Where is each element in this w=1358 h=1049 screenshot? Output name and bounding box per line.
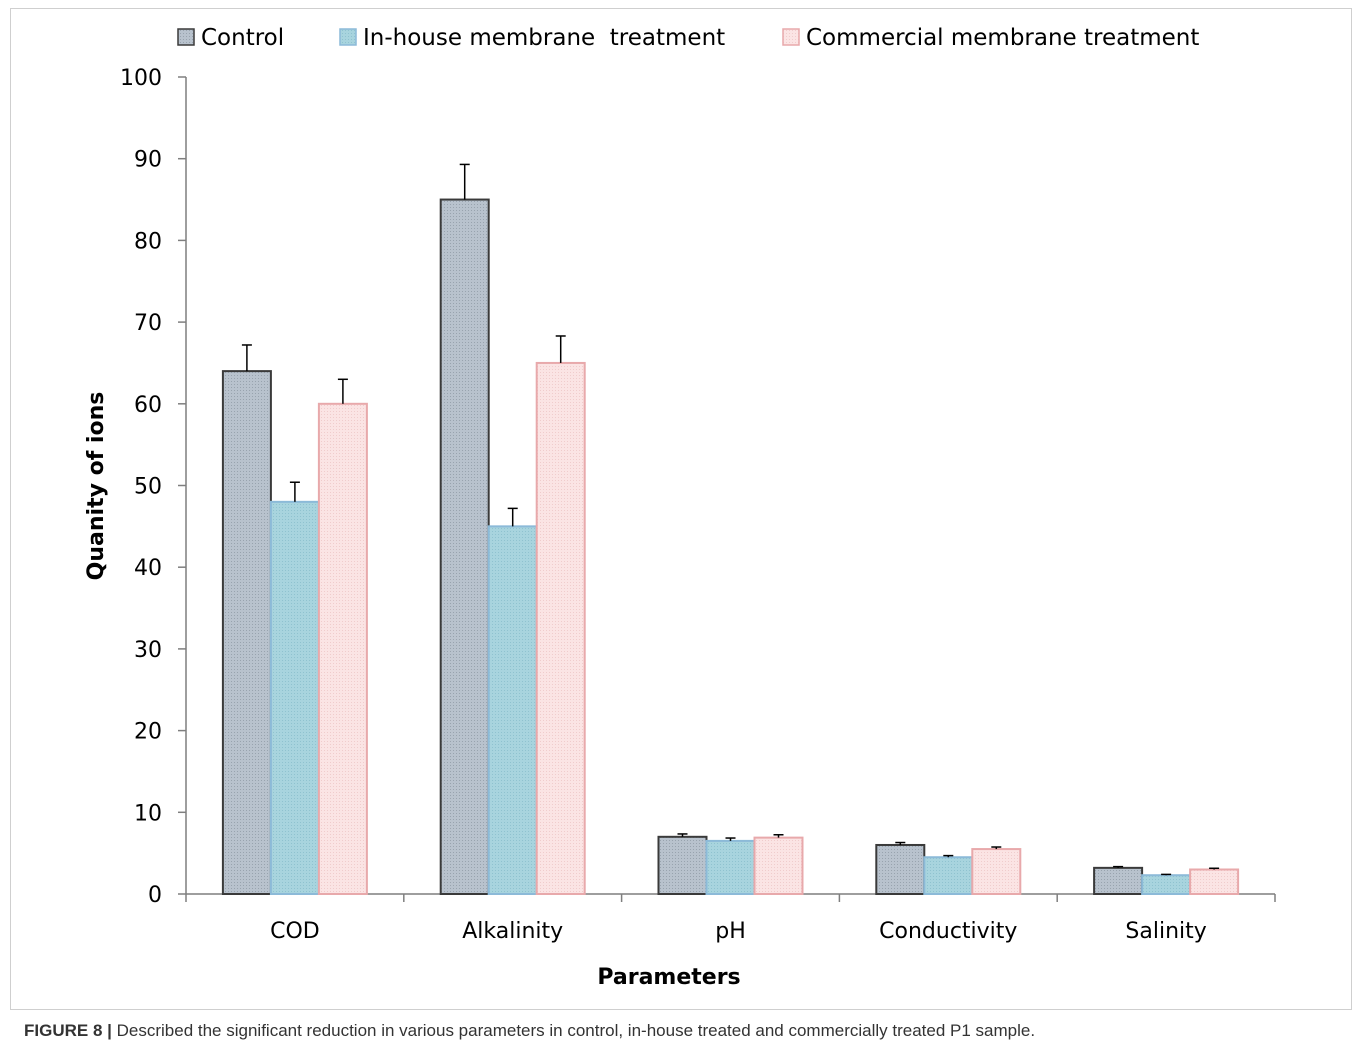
error-bar: [991, 846, 1002, 850]
y-tick-label: 90: [134, 148, 162, 173]
caption-text: Described the significant reduction in v…: [111, 1021, 1036, 1040]
legend-label: In-house membrane treatment: [363, 25, 725, 51]
error-bar: [1161, 873, 1172, 876]
y-tick-label: 60: [134, 393, 162, 418]
x-tick-label: Salinity: [1125, 919, 1206, 944]
legend-item-3: Commercial membrane treatment: [782, 25, 1199, 51]
bar-chart: Control In-house membrane treatment Commer…: [84, 25, 1276, 990]
error-bars: [241, 163, 1220, 876]
y-tick-label: 20: [134, 720, 162, 745]
error-bar: [459, 163, 470, 200]
bar-alkalinity-series-1: [439, 198, 490, 896]
bar-salinity-series-3: [1189, 868, 1240, 895]
error-bar: [895, 841, 906, 845]
bar-alkalinity-series-3: [535, 361, 586, 895]
y-axis: 0 10 20 30 40 50 60 70 80 90 100: [120, 66, 187, 908]
bar-cod-series-1: [221, 370, 272, 895]
error-bar: [1113, 865, 1124, 868]
legend-item-1: Control: [177, 25, 284, 51]
y-axis-title: Quanity of ions: [84, 392, 109, 581]
y-tick-label: 50: [134, 475, 162, 500]
bars: [221, 198, 1240, 896]
error-bar: [1209, 867, 1220, 870]
x-axis: COD Alkalinity pH Conductivity Salinity: [185, 893, 1276, 944]
error-bar: [725, 837, 736, 841]
bar-salinity-series-2: [1141, 874, 1192, 895]
legend-swatch: [177, 28, 195, 46]
bar-salinity-series-1: [1093, 866, 1144, 896]
bar-cod-series-3: [317, 402, 368, 895]
legend: Control In-house membrane treatment Commer…: [177, 25, 1199, 51]
y-tick-label: 40: [134, 556, 162, 581]
error-bar: [677, 833, 688, 837]
legend-label: Commercial membrane treatment: [806, 25, 1199, 51]
figure-frame: [10, 8, 1352, 1010]
bar-alkalinity-series-2: [487, 525, 538, 895]
x-axis-title: Parameters: [597, 965, 740, 990]
legend-swatch: [782, 28, 800, 46]
figure-caption: FIGURE 8 | Described the significant red…: [24, 1021, 1035, 1041]
bar-ph-series-2: [705, 839, 756, 896]
bar-conductivity-series-2: [923, 856, 974, 895]
y-tick-label: 10: [134, 801, 162, 826]
error-bar: [337, 378, 348, 404]
x-tick-label: Conductivity: [879, 919, 1017, 944]
y-tick-label: 30: [134, 638, 162, 663]
y-tick-label: 80: [134, 229, 162, 254]
error-bar: [773, 834, 784, 838]
caption-label: FIGURE 8 |: [24, 1021, 112, 1040]
bar-conductivity-series-3: [971, 848, 1022, 896]
bar-conductivity-series-1: [875, 843, 926, 895]
y-tick-label: 100: [120, 66, 162, 91]
error-bar: [289, 481, 300, 502]
x-tick-label: Alkalinity: [462, 919, 563, 944]
error-bar: [507, 507, 518, 527]
legend-swatch: [339, 28, 357, 46]
bar-cod-series-2: [269, 500, 320, 895]
x-tick-label: COD: [270, 919, 320, 944]
x-tick-label: pH: [715, 919, 746, 944]
legend-item-2: In-house membrane treatment: [339, 25, 725, 51]
error-bar: [943, 854, 954, 858]
bar-ph-series-3: [753, 836, 804, 896]
error-bar: [555, 335, 566, 363]
error-bar: [241, 344, 252, 372]
y-tick-label: 70: [134, 311, 162, 336]
y-tick-label: 0: [148, 883, 162, 908]
legend-label: Control: [201, 25, 284, 51]
bar-ph-series-1: [657, 835, 708, 895]
